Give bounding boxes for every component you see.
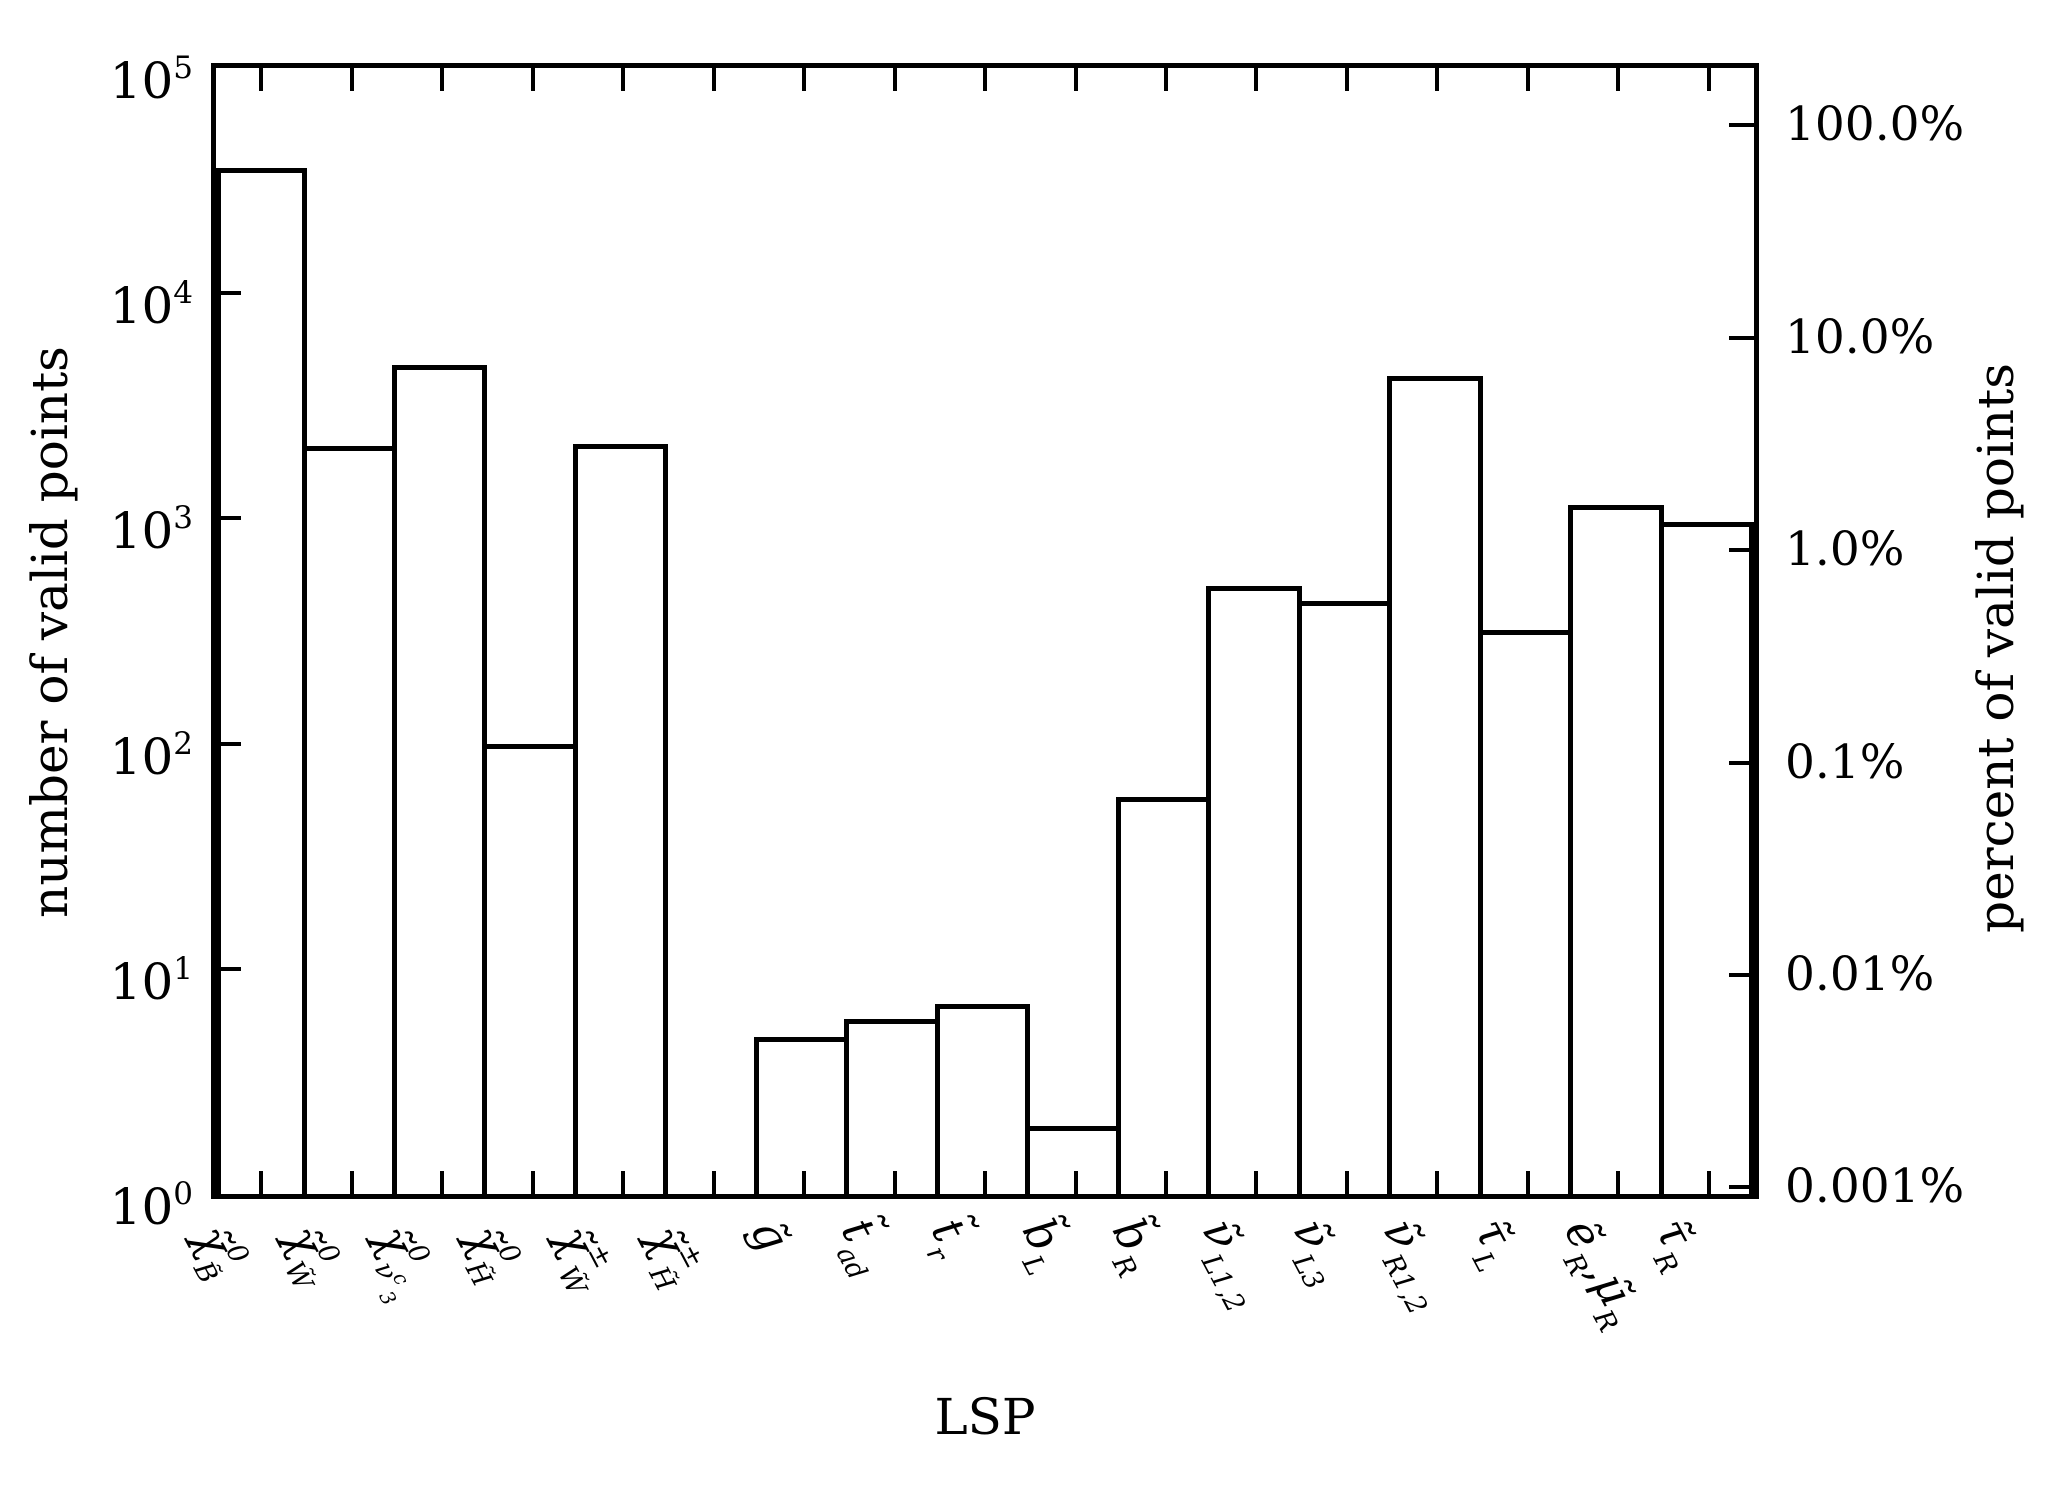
x-tick-bottom <box>1254 1171 1259 1194</box>
x-tick-bottom <box>983 1171 987 1194</box>
x-tick-label-2: χ̃0νc3 <box>364 1216 437 1310</box>
y-tick-label: 103 <box>109 500 193 561</box>
x-tick-bottom <box>349 1171 354 1194</box>
bar-0 <box>216 167 307 1194</box>
x-tick-bottom <box>259 1171 264 1194</box>
bar-1 <box>301 445 397 1194</box>
y2-axis-title: percent of valid points <box>1967 363 2025 933</box>
y-tick <box>216 966 241 971</box>
plot-area <box>211 63 1759 1199</box>
x-axis-title: LSP <box>934 1388 1036 1446</box>
y2-tick <box>1729 1185 1754 1190</box>
x-tick-label-7: t̃ad <box>829 1209 886 1286</box>
x-tick-top <box>349 68 354 91</box>
bar-10 <box>1115 796 1212 1194</box>
x-tick-bottom <box>1706 1171 1711 1194</box>
y2-tick <box>1729 335 1754 340</box>
y2-tick-label: 0.01% <box>1785 946 1935 1002</box>
bar-14 <box>1477 629 1574 1194</box>
x-tick-bottom <box>1073 1171 1078 1194</box>
y-tick-label: 105 <box>109 50 193 110</box>
y-tick-label: 100 <box>109 1176 193 1236</box>
x-tick-top <box>711 68 716 91</box>
x-tick-top <box>983 68 987 91</box>
y-tick <box>216 291 241 296</box>
x-tick-bottom <box>1344 1171 1349 1194</box>
x-tick-label-3: χ̃0H̃ <box>455 1216 527 1292</box>
x-tick-label-14: τ̃L <box>1463 1209 1523 1278</box>
x-tick-label-8: t̃r <box>919 1209 977 1268</box>
x-tick-bottom <box>440 1171 445 1194</box>
bar-9 <box>1025 1126 1121 1194</box>
bar-16 <box>1658 522 1754 1194</box>
x-tick-label-5: χ̃±H̃ <box>636 1216 710 1297</box>
x-tick-top <box>440 68 445 91</box>
x-tick-top <box>802 68 807 91</box>
bar-7 <box>844 1018 940 1194</box>
x-tick-bottom <box>621 1171 626 1194</box>
bar-6 <box>753 1036 850 1194</box>
x-tick-label-11: ν̃L1,2 <box>1192 1209 1252 1318</box>
x-tick-top <box>1254 68 1259 91</box>
y-axis-title: number of valid points <box>21 346 79 918</box>
x-tick-label-13: ν̃R1,2 <box>1373 1209 1434 1320</box>
bar-13 <box>1387 375 1483 1194</box>
x-tick-top <box>1706 68 1711 91</box>
y2-tick-label: 0.1% <box>1785 734 1905 790</box>
y2-tick <box>1729 972 1754 977</box>
x-tick-top <box>1073 68 1078 91</box>
x-tick-top <box>259 68 264 91</box>
bar-15 <box>1568 504 1664 1194</box>
x-tick-bottom <box>711 1171 716 1194</box>
x-tick-bottom <box>892 1171 897 1194</box>
bar-11 <box>1206 586 1302 1194</box>
x-tick-top <box>530 68 535 91</box>
y-tick-label: 102 <box>109 725 193 786</box>
x-tick-bottom <box>1435 1171 1440 1194</box>
bar-4 <box>572 443 669 1194</box>
x-tick-bottom <box>1616 1171 1621 1194</box>
y-tick-label: 101 <box>109 950 193 1011</box>
y2-tick-label: 100.0% <box>1785 97 1965 153</box>
x-tick-label-12: ν̃L3 <box>1282 1209 1343 1295</box>
x-tick-label-9: b̃L <box>1011 1209 1072 1281</box>
x-tick-top <box>1525 68 1530 91</box>
x-tick-bottom <box>1163 1171 1168 1194</box>
x-tick-top <box>1344 68 1349 91</box>
x-tick-top <box>1435 68 1440 91</box>
y2-tick-label: 10.0% <box>1785 309 1935 365</box>
y-tick <box>216 741 241 746</box>
y2-tick-label: 0.001% <box>1785 1159 1965 1215</box>
x-tick-top <box>1616 68 1621 91</box>
x-tick-label-10: b̃R <box>1101 1209 1163 1284</box>
y2-tick <box>1729 548 1754 553</box>
x-tick-label-16: τ̃R <box>1644 1209 1704 1280</box>
y2-tick-label: 1.0% <box>1785 522 1905 578</box>
x-tick-label-4: χ̃±W̃ <box>545 1216 620 1301</box>
bar-12 <box>1296 600 1393 1194</box>
y-tick-label: 104 <box>109 275 193 336</box>
x-tick-top <box>892 68 897 91</box>
x-tick-bottom <box>802 1171 807 1194</box>
y2-tick <box>1729 123 1754 128</box>
bar-3 <box>482 743 578 1194</box>
x-tick-top <box>621 68 626 91</box>
y2-tick <box>1729 760 1754 765</box>
x-tick-top <box>1163 68 1168 91</box>
x-tick-label-15: ẽR,μ̃R <box>1554 1209 1644 1338</box>
x-tick-label-6: g̃ <box>739 1209 801 1260</box>
bar-2 <box>391 365 488 1194</box>
x-tick-bottom <box>1525 1171 1530 1194</box>
x-tick-bottom <box>530 1171 535 1194</box>
bar-8 <box>934 1003 1031 1194</box>
y-tick <box>216 516 241 521</box>
